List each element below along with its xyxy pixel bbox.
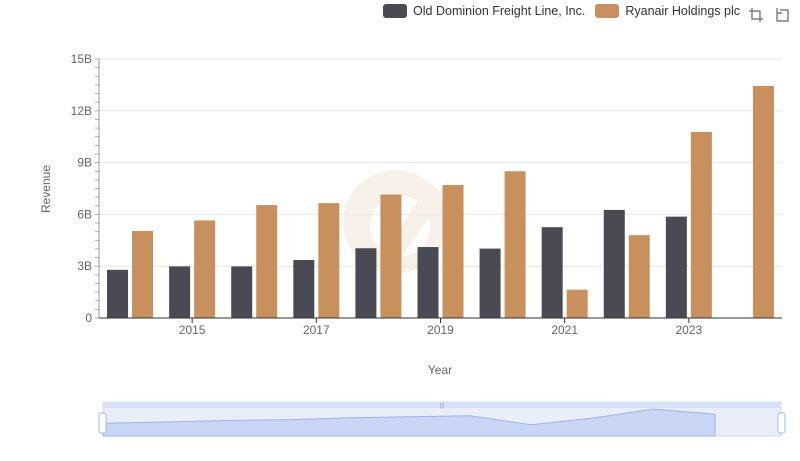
legend: Old Dominion Freight Line, Inc. Ryanair … — [383, 4, 740, 18]
bar-ryanair-2016[interactable] — [256, 205, 278, 318]
toolbox — [748, 7, 790, 23]
legend-swatch-ryanair — [595, 4, 620, 18]
bar-ryanair-2022[interactable] — [628, 235, 650, 318]
zoom-preview-area — [102, 408, 716, 437]
x-tick-label: 2023 — [676, 323, 703, 337]
legend-item-old-dominion[interactable]: Old Dominion Freight Line, Inc. — [383, 4, 585, 18]
y-tick-label: 12B — [71, 104, 92, 118]
y-tick-label: 0 — [85, 311, 92, 325]
legend-label-ryanair: Ryanair Holdings plc — [625, 4, 740, 18]
bar-ryanair-2017[interactable] — [318, 203, 340, 318]
bar-old-dominion-2015[interactable] — [169, 266, 191, 318]
axes: 0 3B 6B 9B 12B 15B 2015 2017 2019 2021 2023 — [71, 52, 782, 337]
legend-label-old-dominion: Old Dominion Freight Line, Inc. — [413, 4, 586, 18]
bar-old-dominion-2022[interactable] — [603, 209, 625, 318]
y-tick-label: 15B — [71, 52, 92, 66]
bar-old-dominion-2017[interactable] — [293, 259, 315, 318]
zoom-top-bar[interactable] — [103, 402, 781, 408]
bars — [107, 85, 774, 318]
y-tick-label: 3B — [77, 259, 92, 273]
zoom-handle-left[interactable] — [98, 412, 107, 434]
bar-old-dominion-2019[interactable] — [417, 247, 439, 318]
bar-old-dominion-2016[interactable] — [231, 266, 253, 318]
bar-ryanair-2015[interactable] — [194, 220, 216, 318]
legend-item-ryanair[interactable]: Ryanair Holdings plc — [595, 4, 740, 18]
x-tick-label: 2021 — [551, 323, 578, 337]
x-tick-label: 2017 — [303, 323, 330, 337]
zoom-handle-right[interactable] — [777, 412, 786, 434]
y-tick-label: 9B — [77, 156, 92, 170]
bar-ryanair-2020[interactable] — [504, 171, 526, 318]
bar-ryanair-2023[interactable] — [690, 131, 712, 318]
bar-old-dominion-2021[interactable] — [541, 227, 563, 318]
x-axis-title: Year — [428, 363, 452, 377]
y-tick-label: 6B — [77, 207, 92, 221]
y-axis-title: Revenue — [39, 165, 53, 213]
bar-ryanair-2018[interactable] — [380, 194, 402, 318]
x-tick-label: 2015 — [179, 323, 206, 337]
zoom-icon[interactable] — [748, 7, 764, 23]
bar-old-dominion-2018[interactable] — [355, 248, 377, 318]
bar-ryanair-2019[interactable] — [442, 185, 464, 318]
bar-old-dominion-2020[interactable] — [479, 248, 501, 318]
legend-swatch-old-dominion — [383, 4, 408, 18]
zoom-grip-icon[interactable]: ||| — [440, 403, 445, 409]
bar-old-dominion-2023[interactable] — [665, 216, 687, 318]
data-zoom-slider[interactable]: ||| — [0, 395, 800, 445]
bar-chart: 0 3B 6B 9B 12B 15B 2015 2017 2019 2021 2023 Revenu… — [39, 52, 782, 377]
bar-ryanair-2024[interactable] — [752, 85, 774, 318]
bar-ryanair-2014[interactable] — [132, 230, 154, 318]
bar-old-dominion-2014[interactable] — [107, 269, 129, 318]
bar-ryanair-2021[interactable] — [566, 289, 588, 318]
x-tick-label: 2019 — [427, 323, 454, 337]
restore-icon[interactable] — [774, 7, 790, 23]
grid-lines — [99, 58, 782, 267]
